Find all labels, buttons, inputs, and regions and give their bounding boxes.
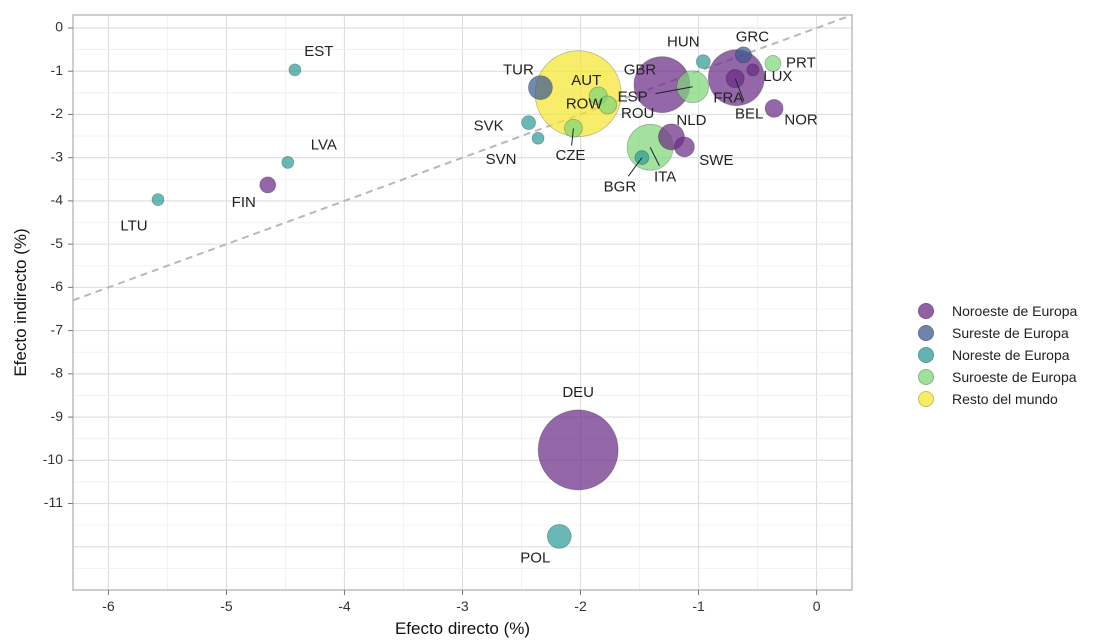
point-fin <box>259 176 277 194</box>
point-label: GBR <box>624 62 657 79</box>
point-label: ITA <box>654 168 676 185</box>
point-label: BEL <box>735 106 763 123</box>
x-tick-label: -1 <box>692 598 705 614</box>
data-points <box>151 46 784 549</box>
legend-swatch <box>918 303 934 319</box>
legend: Noroeste de Europa Sureste de Europa Nor… <box>918 300 1077 410</box>
point-tur <box>528 75 553 101</box>
point-lva <box>281 156 295 169</box>
legend-item: Suroeste de Europa <box>918 366 1077 388</box>
legend-label: Suroeste de Europa <box>952 369 1077 385</box>
point-labels: DEU POL LTU FIN LVA EST SVK SVN TUR ROW CZE AUT ROU G… <box>120 29 818 567</box>
legend-item: Noroeste de Europa <box>918 300 1077 322</box>
x-axis-title: Efecto directo (%) <box>395 619 530 638</box>
label-leader-line <box>627 157 643 177</box>
y-tick-label: -2 <box>51 105 64 121</box>
y-tick-label: -10 <box>43 451 63 467</box>
label-leader-line <box>655 86 693 95</box>
point-rou <box>598 95 618 115</box>
point-svk <box>521 115 536 131</box>
reference-line <box>72 14 853 302</box>
legend-label: Sureste de Europa <box>952 325 1069 341</box>
axis-ticks: -6 -5 -4 -3 -2 -1 00-1-2-3-4-5-6-7-8-9-10-11 <box>43 19 821 614</box>
grid <box>73 15 852 591</box>
legend-swatch <box>918 347 934 363</box>
legend-item: Noreste de Europa <box>918 344 1077 366</box>
y-tick-label: -7 <box>51 321 64 337</box>
point-nor <box>764 98 784 118</box>
point-pol <box>546 523 572 549</box>
legend-label: Noreste de Europa <box>952 347 1070 363</box>
legend-label: Resto del mundo <box>952 391 1058 407</box>
point-ltu <box>151 193 165 207</box>
point-label: EST <box>304 43 333 60</box>
label-leader-line <box>734 78 745 102</box>
x-tick-label: -4 <box>338 598 351 614</box>
legend-label: Noroeste de Europa <box>952 303 1078 319</box>
point-swe <box>673 136 695 158</box>
label-leader-line <box>649 147 660 167</box>
point-label: LTU <box>120 218 147 235</box>
point-label: NLD <box>676 112 706 129</box>
y-axis-title: Efecto indirecto (%) <box>11 228 30 376</box>
point-label: CZE <box>555 147 585 164</box>
point-label: SVN <box>486 151 517 168</box>
point-lux <box>746 63 760 77</box>
point-label: ESP <box>618 89 648 106</box>
legend-swatch <box>918 391 934 407</box>
legend-swatch <box>918 369 934 385</box>
point-label: FIN <box>232 194 256 211</box>
point-label: GRC <box>736 29 770 46</box>
point-deu <box>537 409 619 491</box>
point-prt <box>764 55 782 72</box>
diagonal-reference-line <box>72 14 853 302</box>
y-tick-label: -6 <box>51 278 64 294</box>
point-label: HUN <box>667 34 700 51</box>
point-label: BGR <box>604 179 637 196</box>
x-tick-label: -2 <box>574 598 587 614</box>
point-label: SVK <box>474 118 504 135</box>
label-leader-line <box>571 128 574 146</box>
point-grc <box>735 46 752 64</box>
point-label: POL <box>520 549 550 566</box>
y-tick-label: -8 <box>51 365 64 381</box>
x-tick-label: -3 <box>456 598 469 614</box>
point-label: ROU <box>621 105 654 122</box>
point-label: PRT <box>786 54 816 71</box>
y-tick-label: -1 <box>51 62 64 78</box>
legend-item: Sureste de Europa <box>918 322 1077 344</box>
y-tick-label: -5 <box>51 235 64 251</box>
point-label: SWE <box>699 152 733 169</box>
point-label: NOR <box>784 111 818 128</box>
y-tick-label: -9 <box>51 408 64 424</box>
y-tick-label: -3 <box>51 148 64 164</box>
y-tick-label: -11 <box>44 494 63 510</box>
point-label: ROW <box>566 96 604 113</box>
point-label: AUT <box>571 72 601 89</box>
x-tick-label: -6 <box>102 598 115 614</box>
point-svn <box>531 131 545 145</box>
y-tick-label: -4 <box>51 192 64 208</box>
y-tick-label: 0 <box>55 19 63 35</box>
point-label: LUX <box>763 68 792 85</box>
point-est <box>288 63 302 77</box>
legend-item: Resto del mundo <box>918 388 1077 410</box>
point-hun <box>695 54 711 70</box>
point-label: FRA <box>713 90 743 107</box>
x-tick-label: 0 <box>813 598 821 614</box>
x-tick-label: -5 <box>220 598 233 614</box>
point-label: TUR <box>503 62 534 79</box>
point-label: DEU <box>562 384 594 401</box>
point-label: LVA <box>311 136 337 153</box>
legend-swatch <box>918 325 934 341</box>
